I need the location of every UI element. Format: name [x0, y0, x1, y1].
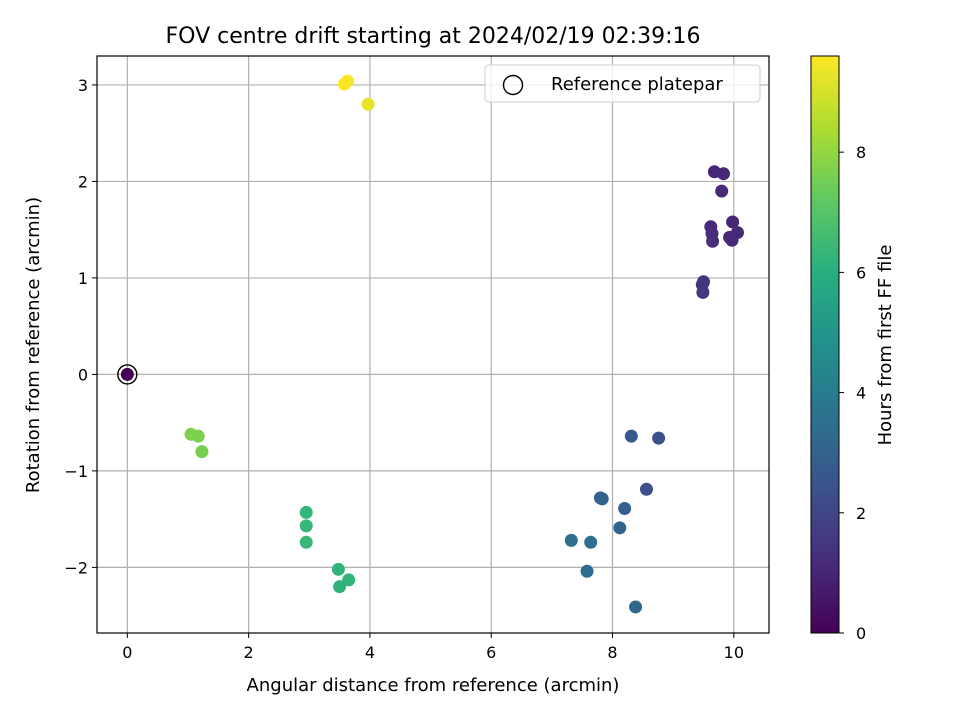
colorbar-label: Hours from first FF file: [875, 245, 896, 446]
data-point: [715, 184, 729, 198]
data-point: [618, 502, 632, 516]
data-point: [725, 233, 739, 247]
y-axis-ticks: −2 −1 0 1 2 3: [64, 76, 97, 577]
data-point: [726, 215, 740, 229]
x-tick-label: 8: [607, 643, 617, 662]
y-tick-label: −1: [64, 462, 88, 481]
colorbar: 0 2 4 6 8 Hours from first FF file: [810, 55, 896, 643]
data-point: [580, 564, 594, 578]
data-point: [629, 600, 643, 614]
y-axis-label: Rotation from reference (arcmin): [23, 197, 44, 493]
x-axis-ticks: 0 2 4 6 8 10: [122, 633, 744, 662]
colorbar-tick-label: 2: [856, 504, 866, 523]
colorbar-tick-label: 4: [856, 384, 866, 403]
legend-entry-reference-platepar: Reference platepar: [551, 74, 723, 95]
data-points: [120, 74, 744, 614]
data-point: [299, 535, 313, 549]
y-tick-label: 1: [78, 269, 88, 288]
x-tick-label: 2: [244, 643, 254, 662]
y-tick-label: 3: [78, 76, 88, 95]
colorbar-gradient: [810, 55, 840, 634]
legend-marker: [502, 74, 524, 96]
data-point: [299, 519, 313, 533]
data-point: [717, 167, 731, 181]
colorbar-tick-label: 6: [856, 263, 866, 282]
colorbar-ticks: 0 2 4 6 8: [839, 143, 866, 643]
data-point: [564, 533, 578, 547]
x-axis-label: Angular distance from reference (arcmin): [247, 675, 620, 696]
data-point: [613, 521, 627, 535]
y-tick-label: 2: [78, 172, 88, 191]
data-point: [299, 505, 313, 519]
data-point: [639, 482, 653, 496]
grid-lines: [97, 56, 769, 633]
legend-box: [484, 64, 761, 103]
data-point: [191, 429, 205, 443]
reference-marker: [117, 364, 138, 385]
data-point: [120, 367, 134, 381]
x-tick-label: 6: [486, 643, 496, 662]
x-tick-label: 0: [122, 643, 132, 662]
reference-point-marker: [117, 364, 138, 385]
colorbar-tick-label: 8: [856, 143, 866, 162]
plot-frame: [96, 55, 770, 634]
chart-title: FOV centre drift starting at 2024/02/19 …: [166, 24, 701, 49]
data-point: [331, 562, 345, 576]
data-point: [595, 492, 609, 506]
x-tick-label: 10: [724, 643, 744, 662]
y-tick-label: −2: [64, 558, 88, 577]
data-point: [340, 74, 354, 88]
data-point: [584, 535, 598, 549]
x-tick-label: 4: [365, 643, 375, 662]
legend: Reference platepar: [484, 64, 761, 103]
data-point: [706, 234, 720, 248]
data-point: [342, 573, 356, 587]
data-point: [624, 429, 638, 443]
data-point: [333, 580, 347, 594]
data-point: [652, 431, 666, 445]
colorbar-tick-label: 0: [856, 624, 866, 643]
data-point: [361, 97, 375, 111]
y-tick-label: 0: [78, 365, 88, 384]
data-point: [696, 285, 710, 299]
data-point: [195, 445, 209, 459]
